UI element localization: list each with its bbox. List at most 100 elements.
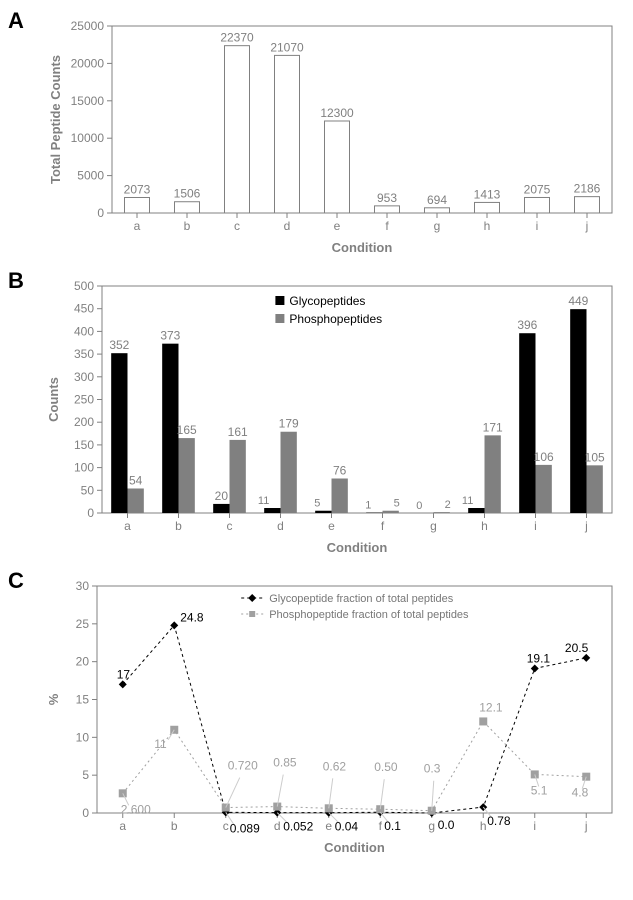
- svg-text:0.04: 0.04: [335, 820, 359, 834]
- svg-text:0.089: 0.089: [230, 821, 260, 835]
- svg-text:b: b: [184, 219, 191, 233]
- svg-text:15000: 15000: [71, 94, 105, 108]
- svg-text:f: f: [381, 519, 385, 533]
- svg-text:15: 15: [76, 693, 90, 707]
- svg-text:400: 400: [74, 324, 94, 338]
- svg-text:b: b: [175, 519, 182, 533]
- svg-text:300: 300: [74, 370, 94, 384]
- svg-text:c: c: [227, 519, 233, 533]
- svg-text:171: 171: [483, 420, 503, 434]
- svg-text:f: f: [385, 219, 389, 233]
- svg-text:Phosphopeptides: Phosphopeptides: [289, 312, 382, 326]
- svg-text:20.5: 20.5: [565, 641, 589, 655]
- svg-text:2186: 2186: [574, 182, 601, 196]
- figure-container: A 05000100001500020000250002073a1506b223…: [0, 0, 633, 876]
- svg-text:5: 5: [394, 498, 400, 510]
- svg-text:12300: 12300: [320, 106, 354, 120]
- svg-text:10: 10: [76, 730, 90, 744]
- svg-text:j: j: [585, 219, 589, 233]
- svg-text:30: 30: [76, 579, 90, 593]
- svg-text:1413: 1413: [474, 187, 501, 201]
- svg-text:2: 2: [445, 499, 451, 511]
- svg-text:396: 396: [517, 318, 537, 332]
- svg-text:76: 76: [333, 463, 347, 477]
- svg-text:0.62: 0.62: [323, 759, 347, 773]
- svg-text:a: a: [124, 519, 131, 533]
- svg-text:10000: 10000: [71, 131, 105, 145]
- svg-text:0.720: 0.720: [228, 759, 258, 773]
- svg-text:Condition: Condition: [324, 840, 385, 855]
- svg-text:g: g: [430, 519, 437, 533]
- svg-text:106: 106: [534, 450, 554, 464]
- svg-text:694: 694: [427, 193, 447, 207]
- svg-text:953: 953: [377, 191, 397, 205]
- svg-text:11: 11: [462, 495, 473, 507]
- svg-text:e: e: [334, 219, 341, 233]
- svg-text:20000: 20000: [71, 56, 105, 70]
- svg-text:d: d: [284, 219, 291, 233]
- svg-text:Glycopeptide fraction of total: Glycopeptide fraction of total peptides: [269, 593, 454, 605]
- svg-text:g: g: [434, 219, 441, 233]
- svg-text:0: 0: [87, 506, 94, 520]
- svg-text:1506: 1506: [174, 187, 201, 201]
- panel-b-chart: 05010015020025030035040045050035254a3731…: [42, 268, 621, 558]
- svg-text:5.1: 5.1: [531, 783, 548, 797]
- svg-text:i: i: [533, 819, 536, 833]
- svg-text:450: 450: [74, 302, 94, 316]
- svg-text:h: h: [481, 519, 488, 533]
- svg-text:21070: 21070: [270, 40, 304, 54]
- svg-text:g: g: [428, 819, 435, 833]
- svg-text:0: 0: [97, 206, 104, 220]
- svg-text:Condition: Condition: [332, 240, 393, 255]
- svg-text:12.1: 12.1: [479, 700, 503, 714]
- panel-a-label: A: [8, 8, 24, 34]
- svg-text:i: i: [536, 219, 539, 233]
- panel-c-chart: 051015202530abcdefghij172.60024.8110.089…: [42, 568, 621, 858]
- svg-text:2073: 2073: [124, 182, 151, 196]
- svg-text:0.0: 0.0: [438, 818, 455, 832]
- svg-text:0.78: 0.78: [487, 814, 511, 828]
- svg-text:5000: 5000: [77, 169, 104, 183]
- svg-text:c: c: [223, 819, 229, 833]
- svg-text:179: 179: [279, 417, 299, 431]
- svg-text:Counts: Counts: [46, 377, 61, 422]
- svg-text:54: 54: [129, 473, 143, 487]
- svg-text:h: h: [484, 219, 491, 233]
- svg-text:0.50: 0.50: [374, 760, 398, 774]
- svg-text:a: a: [119, 819, 126, 833]
- svg-text:e: e: [325, 819, 332, 833]
- svg-text:2.600: 2.600: [121, 802, 151, 816]
- svg-text:f: f: [379, 819, 383, 833]
- svg-text:0.052: 0.052: [283, 820, 313, 834]
- svg-text:a: a: [134, 219, 141, 233]
- svg-text:d: d: [277, 519, 284, 533]
- svg-text:0: 0: [82, 806, 89, 820]
- svg-text:50: 50: [81, 483, 95, 497]
- svg-text:25000: 25000: [71, 19, 105, 33]
- svg-text:5: 5: [82, 768, 89, 782]
- panel-c-label: C: [8, 568, 24, 594]
- svg-text:Glycopeptides: Glycopeptides: [289, 294, 365, 308]
- svg-text:100: 100: [74, 461, 94, 475]
- svg-text:20: 20: [76, 655, 90, 669]
- panel-b: B 05010015020025030035040045050035254a37…: [8, 268, 621, 558]
- panel-a-chart: 05000100001500020000250002073a1506b22370…: [42, 8, 621, 258]
- svg-text:5: 5: [314, 498, 320, 510]
- svg-text:h: h: [480, 819, 487, 833]
- svg-text:4.8: 4.8: [572, 786, 589, 800]
- svg-text:105: 105: [585, 450, 605, 464]
- panel-a: A 05000100001500020000250002073a1506b223…: [8, 8, 621, 258]
- svg-text:0.85: 0.85: [273, 756, 297, 770]
- svg-text:161: 161: [228, 425, 248, 439]
- svg-text:200: 200: [74, 415, 94, 429]
- svg-text:%: %: [46, 693, 61, 705]
- panel-c: C 051015202530abcdefghij172.60024.8110.0…: [8, 568, 621, 858]
- svg-text:c: c: [234, 219, 240, 233]
- svg-text:24.8: 24.8: [180, 610, 204, 624]
- svg-text:20: 20: [215, 489, 229, 503]
- svg-text:11: 11: [258, 495, 269, 507]
- svg-text:352: 352: [109, 338, 129, 352]
- svg-text:0.1: 0.1: [384, 819, 401, 833]
- svg-text:Phosphopeptide fraction of tot: Phosphopeptide fraction of total peptide…: [269, 609, 469, 621]
- svg-text:11: 11: [154, 737, 167, 751]
